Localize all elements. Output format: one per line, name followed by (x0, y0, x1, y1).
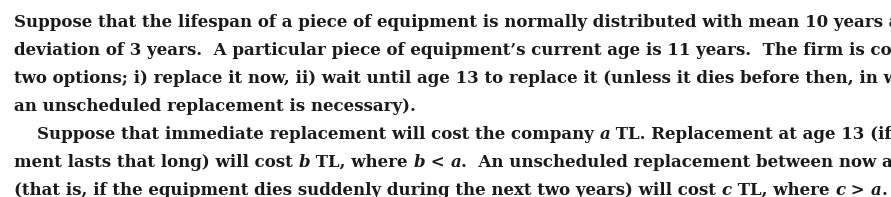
Text: ment lasts that long) will cost: ment lasts that long) will cost (14, 154, 298, 171)
Text: an unscheduled replacement is necessary).: an unscheduled replacement is necessary)… (14, 98, 416, 115)
Text: a: a (451, 154, 462, 171)
Text: c: c (722, 182, 732, 197)
Text: b: b (298, 154, 310, 171)
Text: TL, where: TL, where (732, 182, 835, 197)
Text: .  An unscheduled replacement between now and age 13: . An unscheduled replacement between now… (462, 154, 891, 171)
Text: deviation of 3 years.  A particular piece of equipment’s current age is 11 years: deviation of 3 years. A particular piece… (14, 42, 891, 59)
Text: <: < (425, 154, 451, 171)
Text: .: . (881, 182, 887, 197)
Text: a: a (600, 126, 610, 143)
Text: Suppose that immediate replacement will cost the company: Suppose that immediate replacement will … (14, 126, 600, 143)
Text: (that is, if the equipment dies suddenly during the next two years) will cost: (that is, if the equipment dies suddenly… (14, 182, 722, 197)
Text: b: b (413, 154, 425, 171)
Text: c: c (835, 182, 846, 197)
Text: two options; i) replace it now, ii) wait until age 13 to replace it (unless it d: two options; i) replace it now, ii) wait… (14, 70, 891, 87)
Text: Suppose that the lifespan of a piece of equipment is normally distributed with m: Suppose that the lifespan of a piece of … (14, 14, 891, 31)
Text: TL. Replacement at age 13 (if the equip-: TL. Replacement at age 13 (if the equip- (610, 126, 891, 143)
Text: >: > (846, 182, 871, 197)
Text: TL, where: TL, where (310, 154, 413, 171)
Text: a: a (871, 182, 881, 197)
